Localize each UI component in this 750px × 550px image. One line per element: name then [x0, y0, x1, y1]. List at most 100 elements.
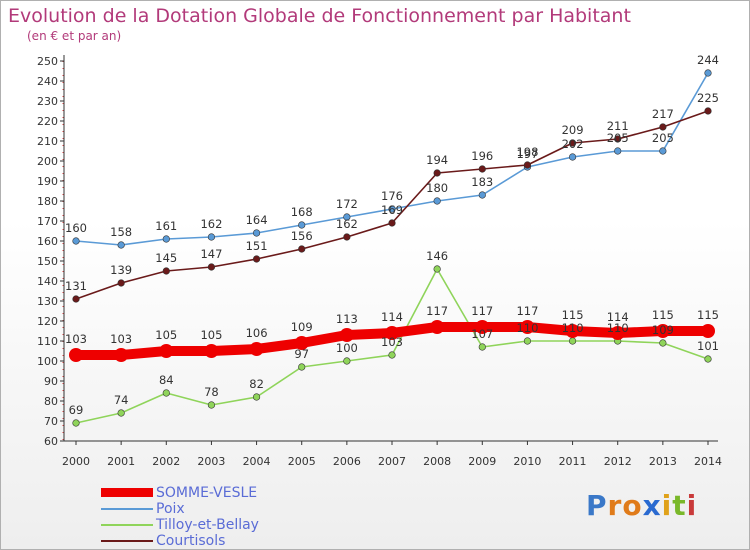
x-tick-label: 2012 — [604, 455, 632, 468]
y-tick-label: 190 — [37, 175, 58, 188]
data-point-tilloy-et-bellay — [298, 363, 306, 371]
x-tick-label: 2007 — [378, 455, 406, 468]
y-tick-label: 150 — [37, 255, 58, 268]
data-point-poix — [433, 197, 441, 205]
y-tick-label: 70 — [44, 415, 58, 428]
data-point-courtisols — [298, 245, 306, 253]
data-label-tilloy-et-bellay: 69 — [69, 403, 84, 417]
data-label-courtisols: 194 — [426, 153, 448, 167]
data-label-poix: 205 — [652, 131, 674, 145]
data-point-poix — [207, 233, 216, 241]
chart-subtitle: (en € et par an) — [27, 29, 122, 43]
data-point-tilloy-et-bellay — [252, 393, 261, 401]
data-label-tilloy-et-bellay: 146 — [426, 249, 448, 263]
x-tick-label: 2010 — [513, 455, 541, 468]
data-label-poix: 160 — [65, 221, 87, 235]
data-label-courtisols: 196 — [471, 149, 493, 163]
data-label-tilloy-et-bellay: 100 — [336, 341, 358, 355]
logo-letter: t — [672, 489, 687, 522]
y-tick-label: 140 — [37, 275, 58, 288]
data-label-poix: 202 — [562, 137, 584, 151]
x-tick-label: 2003 — [197, 455, 225, 468]
y-tick-label: 240 — [37, 75, 58, 88]
data-label-poix: 176 — [381, 189, 403, 203]
data-point-somme-vesle — [475, 320, 490, 334]
y-tick-label: 120 — [37, 315, 58, 328]
data-point-tilloy-et-bellay — [117, 409, 125, 417]
data-point-tilloy-et-bellay — [72, 419, 80, 427]
data-label-somme-vesle: 115 — [697, 308, 719, 322]
legend-swatch — [101, 540, 153, 542]
data-point-courtisols — [568, 139, 577, 147]
data-label-somme-vesle: 117 — [516, 304, 538, 318]
data-label-courtisols: 198 — [516, 145, 538, 159]
data-label-tilloy-et-bellay: 110 — [607, 321, 629, 335]
logo-letter: P — [586, 489, 608, 522]
x-tick-label: 2000 — [62, 455, 90, 468]
data-point-poix — [343, 213, 351, 221]
data-label-somme-vesle: 115 — [652, 308, 674, 322]
data-label-somme-vesle: 114 — [381, 310, 403, 324]
data-label-courtisols: 217 — [652, 107, 674, 121]
y-tick-label: 80 — [44, 395, 58, 408]
y-tick-label: 250 — [37, 55, 58, 68]
data-label-tilloy-et-bellay: 82 — [249, 377, 264, 391]
x-tick-label: 2005 — [288, 455, 316, 468]
data-point-courtisols — [478, 165, 486, 173]
data-point-poix — [117, 241, 125, 249]
data-point-somme-vesle — [430, 320, 445, 334]
data-label-poix: 158 — [110, 225, 132, 239]
legend-swatch — [101, 488, 153, 497]
data-label-poix: 164 — [246, 213, 268, 227]
data-point-somme-vesle — [565, 324, 580, 338]
data-point-poix — [252, 229, 261, 237]
x-tick-label: 2001 — [107, 455, 135, 468]
data-point-somme-vesle — [249, 342, 264, 356]
data-point-poix — [388, 205, 396, 213]
data-label-tilloy-et-bellay: 78 — [204, 385, 219, 399]
y-tick-label: 230 — [37, 95, 58, 108]
y-tick-label: 170 — [37, 215, 58, 228]
proxiti-logo: Proxiti — [586, 489, 697, 522]
x-tick-label: 2014 — [694, 455, 722, 468]
data-label-courtisols: 209 — [562, 123, 584, 137]
x-tick-label: 2009 — [468, 455, 496, 468]
data-point-courtisols — [72, 295, 80, 303]
data-label-somme-vesle: 103 — [110, 332, 132, 346]
data-label-courtisols: 156 — [291, 229, 313, 243]
data-label-tilloy-et-bellay: 103 — [381, 335, 403, 349]
data-point-tilloy-et-bellay — [388, 351, 396, 359]
data-point-courtisols — [659, 123, 667, 131]
y-tick-label: 220 — [37, 115, 58, 128]
data-point-somme-vesle — [114, 348, 129, 362]
legend-label: SOMME-VESLE — [156, 485, 258, 501]
data-label-tilloy-et-bellay: 110 — [516, 321, 538, 335]
data-label-courtisols: 131 — [65, 279, 87, 293]
data-point-poix — [298, 221, 306, 229]
data-point-somme-vesle — [204, 344, 219, 358]
y-tick-label: 60 — [44, 435, 58, 448]
data-label-poix: 244 — [697, 53, 719, 67]
data-point-tilloy-et-bellay — [523, 337, 532, 345]
legend-swatch — [101, 508, 153, 510]
data-point-poix — [478, 191, 486, 199]
data-point-poix — [162, 235, 170, 243]
data-label-tilloy-et-bellay: 84 — [159, 373, 174, 387]
logo-letter: i — [661, 489, 673, 522]
logo-letter: i — [686, 489, 698, 522]
x-tick-label: 2011 — [559, 455, 587, 468]
data-label-courtisols: 147 — [200, 247, 222, 261]
data-label-somme-vesle: 109 — [291, 320, 313, 334]
logo-letter: x — [642, 489, 662, 522]
data-label-courtisols: 211 — [607, 119, 629, 133]
data-label-somme-vesle: 113 — [336, 312, 358, 326]
data-label-tilloy-et-bellay: 110 — [562, 321, 584, 335]
data-point-tilloy-et-bellay — [207, 401, 216, 409]
data-label-tilloy-et-bellay: 107 — [471, 327, 493, 341]
data-point-somme-vesle — [294, 336, 309, 350]
data-label-somme-vesle: 114 — [607, 310, 629, 324]
data-point-somme-vesle — [701, 324, 715, 338]
y-tick-label: 130 — [37, 295, 58, 308]
